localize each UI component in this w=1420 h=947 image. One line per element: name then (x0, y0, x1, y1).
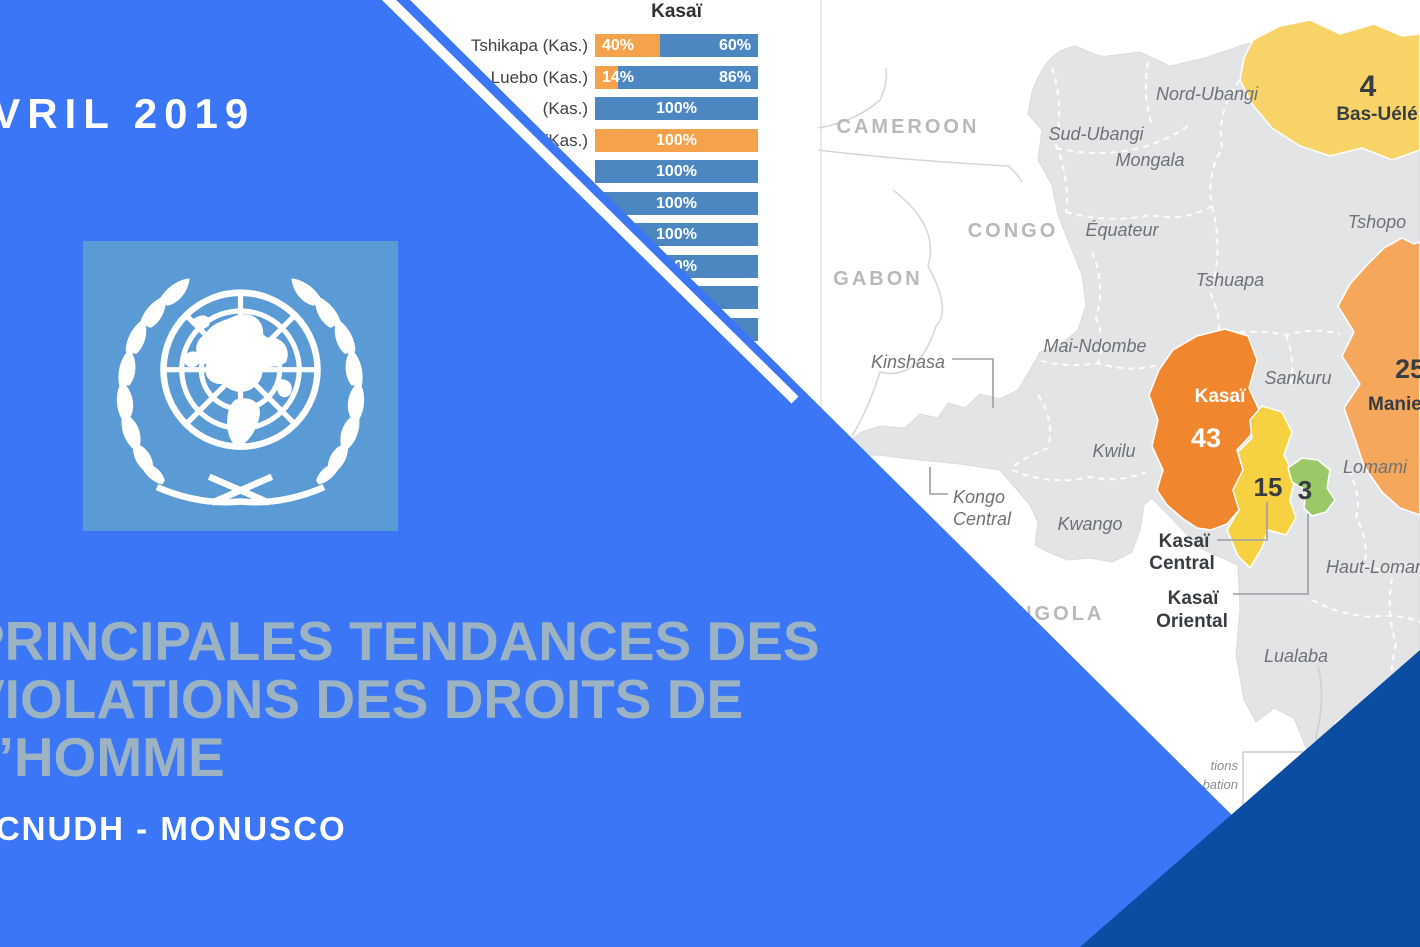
province-label-kongo: Kongo (953, 487, 1005, 507)
province-label-equateur: Équateur (1085, 220, 1159, 240)
bar-segment (595, 192, 758, 215)
province-label-central: Central (953, 509, 1012, 529)
label-kasai-oriental-2: Oriental (1156, 611, 1228, 632)
province-label-mai-ndombe: Mai-Ndombe (1043, 336, 1146, 356)
title-line-2: VIOLATIONS DES DROITS DE (0, 668, 744, 730)
province-label-mongala: Mongala (1115, 150, 1184, 170)
province-borders (1011, 61, 1420, 705)
province-label-haut-lomami: Haut-Lomami (1326, 557, 1420, 577)
province-label-tshuapa: Tshuapa (1196, 270, 1264, 290)
row-label: Luebo (Kas.) (490, 68, 588, 87)
report-date: AVRIL 2019 (0, 90, 256, 137)
value-bas-uele: 4 (1360, 70, 1377, 103)
bar-segment (595, 160, 758, 183)
bar-value: 100% (656, 226, 697, 243)
bar-segment (595, 97, 758, 120)
province-kasai-central (1226, 405, 1297, 570)
province-label-kwango: Kwango (1057, 514, 1122, 534)
bar-segment (595, 66, 618, 89)
label-kasai-central-1: Kasaï (1159, 531, 1210, 552)
province-bas-uele (1239, 19, 1420, 161)
bar-value: 100% (656, 132, 697, 149)
report-title: PRINCIPALES TENDANCES DES VIOLATIONS DES… (0, 612, 820, 786)
country-borders (817, 67, 1023, 437)
label-kasai: Kasaï (1195, 386, 1246, 407)
bar-segment (660, 34, 758, 57)
bar-value: 100% (656, 195, 697, 212)
province-label-nord-ubangi: Nord-Ubangi (1156, 84, 1259, 104)
value-kasai-oriental: 3 (1298, 475, 1312, 505)
label-kasai-oriental-1: Kasaï (1168, 588, 1219, 609)
province-label-sankuru: Sankuru (1264, 368, 1331, 388)
label-bas-uele: Bas-Uélé (1336, 104, 1417, 125)
bar: 100% (595, 192, 758, 215)
country-label-gabon: GABON (833, 268, 922, 290)
country-label-congo: CONGO (968, 220, 1059, 242)
chart-title: Kasaï (651, 1, 702, 22)
un-emblem-icon (116, 278, 365, 506)
bar-segment (617, 66, 758, 89)
un-logo (83, 241, 398, 531)
bar-segment (595, 34, 661, 57)
province-label-kwilu: Kwilu (1092, 441, 1135, 461)
bar-value: 60% (718, 37, 751, 54)
value-maniema: 25 (1395, 354, 1420, 384)
callout-lines (929, 358, 1309, 595)
bar-value: 100% (656, 163, 697, 180)
province-label-lualaba: Lualaba (1264, 646, 1328, 666)
province-label-sud-ubangi: Sud-Ubangi (1048, 124, 1144, 144)
bar: 40% 60% (595, 34, 758, 57)
bar-value: 100% (656, 100, 697, 117)
lualaba-border-line (1315, 665, 1323, 763)
bar-value: 14% (602, 69, 635, 86)
bar: 100% (595, 160, 758, 183)
title-line-1: PRINCIPALES TENDANCES DES (0, 610, 820, 672)
country-label-cameroon: CAMEROON (837, 116, 980, 138)
bar: 100% (595, 97, 758, 120)
value-kasai-central: 15 (1254, 472, 1283, 502)
drc-landmass (847, 25, 1420, 763)
row-label: Tshikapa (Kas.) (470, 36, 588, 55)
title-line-3: L’HOMME (0, 726, 225, 788)
bar-value: 40% (602, 37, 635, 54)
province-label-lomami: Lomami (1343, 457, 1408, 477)
report-subtitle: BCNUDH - MONUSCO (0, 810, 347, 847)
bar: 14% 86% (595, 66, 758, 89)
map-attribution-line1: tions (1211, 758, 1239, 773)
bar-value: 86% (718, 69, 751, 86)
label-maniema: Maniema (1368, 394, 1420, 415)
bar: 100% (595, 129, 758, 152)
dark-blue-corner-triangle (1080, 650, 1420, 947)
label-kasai-central-2: Central (1149, 553, 1214, 574)
laurel-wreath (116, 278, 365, 506)
value-kasai: 43 (1191, 423, 1221, 453)
continents (183, 314, 292, 446)
province-label-tshopo: Tshopo (1348, 212, 1406, 232)
row-label: (Kas.) (542, 99, 588, 118)
blue-diagonal-band (0, 0, 1365, 947)
province-kasai-oriental (1287, 457, 1336, 517)
map-attribution-line2: bation (1203, 777, 1238, 792)
province-label-kinshasa: Kinshasa (871, 352, 945, 372)
bar-segment (595, 129, 758, 152)
province-maniema (1337, 237, 1420, 516)
white-diagonal-stripe (381, 0, 799, 404)
province-kasai (1148, 328, 1260, 531)
